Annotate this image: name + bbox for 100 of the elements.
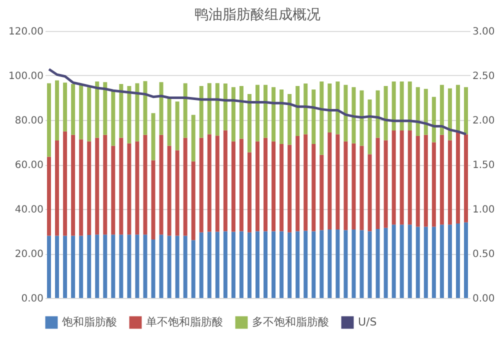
bar xyxy=(320,154,324,230)
bar xyxy=(191,161,196,240)
bar xyxy=(368,231,372,298)
y2-tick-label: 1.00 xyxy=(472,204,495,216)
legend-label: 单不饱和脂肪酸 xyxy=(146,316,223,329)
bar xyxy=(280,90,284,144)
y-tick-label: 40.00 xyxy=(14,204,44,216)
bar xyxy=(280,231,284,298)
y-tick-label: 0.00 xyxy=(21,294,44,304)
bar xyxy=(304,230,308,298)
bar xyxy=(328,229,332,298)
bar xyxy=(288,94,292,145)
bar xyxy=(448,224,452,298)
bar xyxy=(344,141,348,230)
bar xyxy=(183,236,188,298)
bar xyxy=(207,232,212,298)
bar xyxy=(376,90,380,138)
bar xyxy=(111,234,116,298)
bar xyxy=(304,134,308,231)
bar xyxy=(95,234,100,298)
bar xyxy=(183,83,188,138)
bar xyxy=(384,228,388,298)
bar xyxy=(448,140,452,225)
bar xyxy=(456,131,460,224)
bar xyxy=(71,134,76,236)
bar xyxy=(368,154,372,232)
bar xyxy=(408,82,412,130)
bar xyxy=(127,234,132,298)
bar xyxy=(223,231,228,298)
bar xyxy=(432,142,436,227)
bar xyxy=(175,236,180,298)
bar xyxy=(312,144,316,232)
bar xyxy=(344,230,348,298)
bar xyxy=(191,240,196,298)
legend-label: 多不饱和脂肪酸 xyxy=(252,316,329,329)
bar xyxy=(199,138,204,232)
bar xyxy=(143,234,148,298)
bar xyxy=(392,224,396,298)
bar xyxy=(143,134,148,235)
bar xyxy=(256,84,260,142)
bar xyxy=(336,229,340,298)
bar xyxy=(175,102,180,150)
bar xyxy=(272,141,276,232)
bar xyxy=(119,84,124,138)
bar xyxy=(400,130,404,225)
bar xyxy=(111,146,116,235)
bar xyxy=(312,90,316,144)
y2-tick-label: 1.50 xyxy=(472,160,495,171)
bar xyxy=(87,235,92,298)
bar xyxy=(47,236,52,298)
bar xyxy=(304,84,308,134)
bar xyxy=(247,94,252,152)
bar xyxy=(440,84,444,135)
bar xyxy=(79,84,84,140)
bar xyxy=(408,224,412,298)
y2-tick-label: 2.50 xyxy=(472,71,495,82)
bar xyxy=(151,113,156,160)
bar xyxy=(432,96,436,142)
bar xyxy=(272,231,276,298)
bar xyxy=(183,138,188,236)
bar xyxy=(231,87,236,142)
bar xyxy=(416,136,420,227)
bar xyxy=(320,230,324,298)
bar xyxy=(464,134,468,222)
bar xyxy=(288,232,292,298)
bar xyxy=(256,231,260,298)
bar xyxy=(464,87,468,134)
bar xyxy=(215,83,220,136)
bar xyxy=(456,84,460,132)
bar xyxy=(336,82,340,134)
bar xyxy=(231,232,236,298)
bar xyxy=(79,139,84,236)
bar xyxy=(95,82,100,138)
bar xyxy=(63,82,68,132)
bar xyxy=(384,86,388,140)
bar xyxy=(416,87,420,136)
bar xyxy=(191,114,196,162)
bar xyxy=(424,226,428,298)
bar xyxy=(215,136,220,232)
bar xyxy=(223,130,228,232)
bar xyxy=(111,91,116,146)
legend-label: U/S xyxy=(358,316,377,329)
bar xyxy=(47,156,52,236)
bar xyxy=(384,140,388,228)
bar xyxy=(424,134,428,227)
bar xyxy=(312,231,316,298)
bar xyxy=(175,150,180,236)
bar xyxy=(296,136,300,232)
bar xyxy=(63,236,68,298)
bar xyxy=(55,140,60,236)
bar xyxy=(55,236,60,298)
bar xyxy=(199,232,204,298)
bar xyxy=(344,84,348,142)
y-tick-label: 120.00 xyxy=(8,26,44,38)
bar xyxy=(87,141,92,236)
bar xyxy=(55,80,60,140)
bar xyxy=(400,82,404,130)
bar xyxy=(247,232,252,298)
bar xyxy=(352,143,356,230)
bar xyxy=(296,86,300,136)
